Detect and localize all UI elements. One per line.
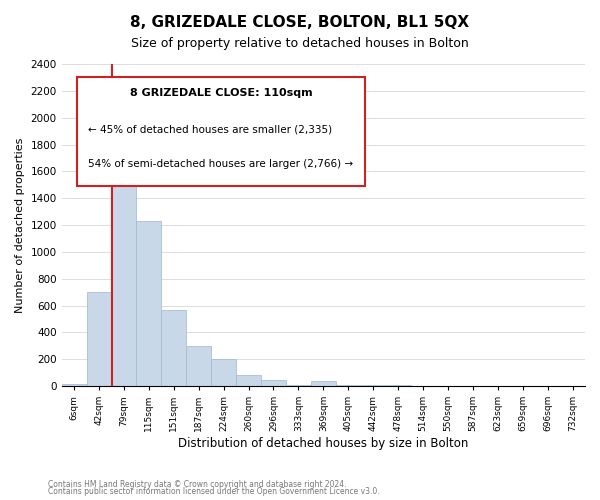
- X-axis label: Distribution of detached houses by size in Bolton: Distribution of detached houses by size …: [178, 437, 469, 450]
- Text: Size of property relative to detached houses in Bolton: Size of property relative to detached ho…: [131, 38, 469, 51]
- Bar: [86, 292, 112, 386]
- Y-axis label: Number of detached properties: Number of detached properties: [15, 138, 25, 312]
- Bar: [62, 384, 86, 386]
- Bar: [311, 382, 336, 386]
- FancyBboxPatch shape: [77, 77, 365, 186]
- Bar: [112, 126, 136, 386]
- Text: 8 GRIZEDALE CLOSE: 110sqm: 8 GRIZEDALE CLOSE: 110sqm: [130, 88, 313, 98]
- Text: Contains HM Land Registry data © Crown copyright and database right 2024.: Contains HM Land Registry data © Crown c…: [48, 480, 347, 489]
- Bar: [261, 380, 286, 386]
- Text: ← 45% of detached houses are smaller (2,335): ← 45% of detached houses are smaller (2,…: [88, 124, 332, 134]
- Bar: [136, 221, 161, 386]
- Bar: [186, 346, 211, 386]
- Text: 54% of semi-detached houses are larger (2,766) →: 54% of semi-detached houses are larger (…: [88, 160, 353, 170]
- Bar: [236, 376, 261, 386]
- Bar: [286, 384, 311, 386]
- Text: 8, GRIZEDALE CLOSE, BOLTON, BL1 5QX: 8, GRIZEDALE CLOSE, BOLTON, BL1 5QX: [130, 15, 470, 30]
- Bar: [161, 310, 186, 386]
- Bar: [211, 359, 236, 386]
- Bar: [361, 384, 386, 386]
- Text: Contains public sector information licensed under the Open Government Licence v3: Contains public sector information licen…: [48, 487, 380, 496]
